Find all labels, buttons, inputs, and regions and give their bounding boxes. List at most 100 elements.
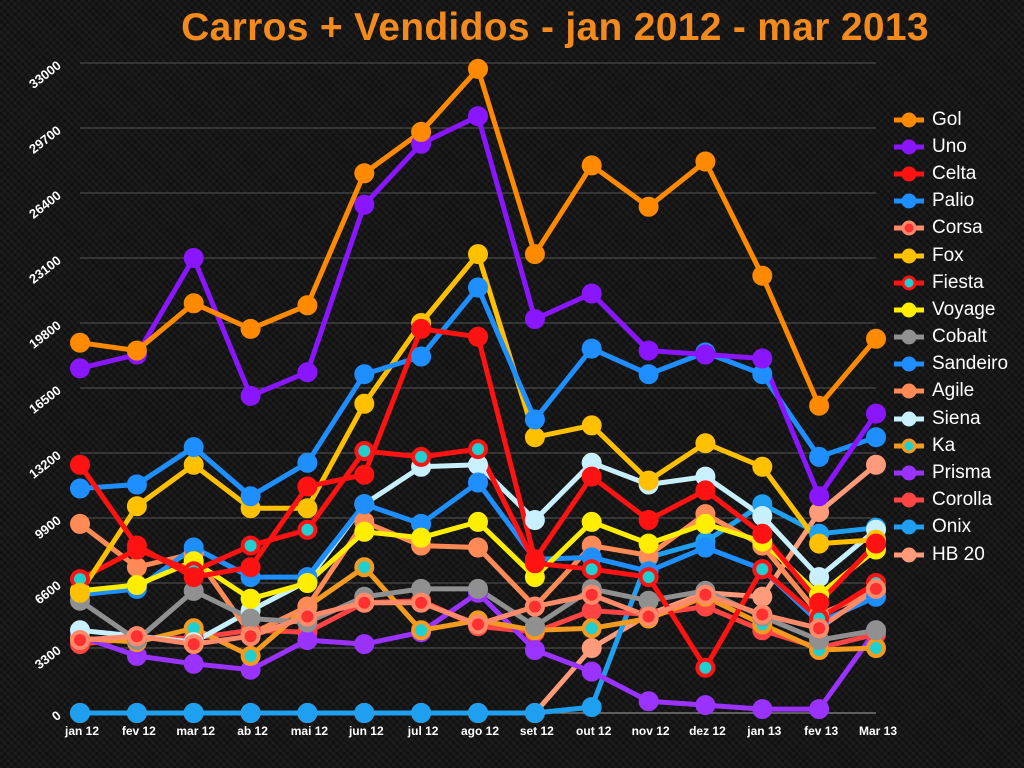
legend-item: Uno: [894, 133, 1019, 160]
data-point: [468, 454, 488, 475]
data-point: [638, 567, 659, 588]
data-point: [468, 106, 488, 127]
legend-swatch-marker: [901, 411, 917, 427]
legend-swatch: [894, 492, 924, 508]
data-point: [866, 403, 886, 424]
data-point: [809, 395, 830, 416]
y-tick-label: 29700: [26, 123, 64, 157]
legend-swatch-marker: [901, 519, 917, 535]
data-point: [354, 393, 375, 414]
legend-label: Celta: [932, 162, 977, 184]
data-point: [468, 244, 488, 265]
data-point: [524, 703, 545, 723]
legend-swatch: [894, 329, 924, 345]
data-point: [866, 454, 886, 475]
data-point: [354, 364, 375, 385]
data-point: [297, 630, 318, 651]
data-point: [354, 464, 375, 485]
data-point: [638, 590, 659, 611]
data-point: [524, 616, 545, 637]
legend-swatch-marker: [901, 166, 917, 182]
data-point: [866, 533, 886, 554]
data-point: [468, 439, 488, 460]
data-point: [183, 653, 204, 674]
y-tick-label: 3300: [32, 643, 64, 673]
legend-item: Gol: [894, 106, 1019, 133]
legend-swatch-marker: [901, 383, 917, 399]
legend-label: Onix: [932, 516, 972, 538]
data-point: [297, 498, 318, 519]
legend-swatch-marker: [901, 248, 917, 264]
data-point: [752, 506, 773, 526]
data-point: [183, 703, 204, 723]
data-point: [638, 533, 659, 554]
data-point: [695, 513, 716, 534]
data-point: [126, 474, 147, 495]
legend-item: Corsa: [894, 215, 1019, 242]
data-point: [70, 630, 90, 651]
legend-swatch-marker: [901, 275, 917, 291]
y-tick-label: 6600: [32, 578, 64, 608]
legend-swatch: [894, 547, 924, 563]
data-point: [240, 608, 261, 629]
x-tick-label: set 12: [520, 724, 554, 738]
legend-swatch-marker: [901, 329, 917, 345]
data-point: [240, 626, 261, 647]
data-point: [524, 409, 545, 430]
legend-item: HB 20: [894, 541, 1019, 568]
y-tick-label: 23100: [26, 253, 64, 287]
y-tick-label: 9900: [32, 513, 64, 543]
data-point: [695, 480, 716, 501]
data-point: [866, 328, 886, 349]
legend-swatch: [894, 302, 924, 318]
legend-label: Sandeiro: [932, 353, 1009, 375]
data-point: [183, 248, 204, 268]
legend-item: Onix: [894, 514, 1019, 541]
data-point: [411, 318, 432, 339]
data-point: [70, 513, 90, 534]
data-point: [866, 638, 886, 658]
legend-label: Fiesta: [932, 271, 984, 293]
data-point: [354, 557, 375, 578]
legend-item: Prisma: [894, 459, 1019, 486]
data-point: [581, 283, 602, 304]
legend-swatch-marker: [901, 139, 917, 155]
data-point: [695, 344, 716, 365]
data-point: [70, 478, 90, 499]
data-point: [126, 340, 147, 361]
data-point: [354, 521, 375, 542]
data-point: [240, 486, 261, 507]
chart-title: Carros + Vendidos - jan 2012 - mar 2013: [181, 6, 929, 49]
data-point: [809, 533, 830, 554]
legend-item: Agile: [894, 378, 1019, 405]
data-point: [468, 326, 488, 347]
data-point: [638, 606, 659, 627]
data-point: [752, 586, 773, 607]
legend-item: Palio: [894, 188, 1019, 215]
legend-label: Corolla: [932, 489, 993, 511]
data-point: [183, 567, 204, 588]
legend-swatch-marker: [901, 547, 917, 563]
legend-swatch: [894, 248, 924, 264]
data-point: [240, 703, 261, 723]
data-point: [752, 456, 773, 477]
legend-swatch: [894, 383, 924, 399]
legend-swatch: [894, 166, 924, 182]
chart-legend: Gol Uno Celta Palio Corsa Fox Fiesta Voyage Coba…: [894, 106, 1019, 568]
legend-swatch-marker: [901, 492, 917, 508]
data-point: [354, 703, 375, 723]
data-point: [126, 535, 147, 556]
data-point: [354, 441, 375, 461]
data-point: [809, 446, 830, 467]
legend-swatch: [894, 411, 924, 427]
data-point: [240, 385, 261, 406]
data-point: [297, 476, 318, 497]
data-point: [524, 309, 545, 330]
data-point: [695, 433, 716, 454]
data-point: [240, 645, 261, 666]
data-point: [297, 519, 318, 540]
data-point: [638, 691, 659, 712]
data-point: [297, 606, 318, 627]
x-tick-label: Mar 13: [859, 724, 897, 738]
data-point: [126, 626, 147, 647]
